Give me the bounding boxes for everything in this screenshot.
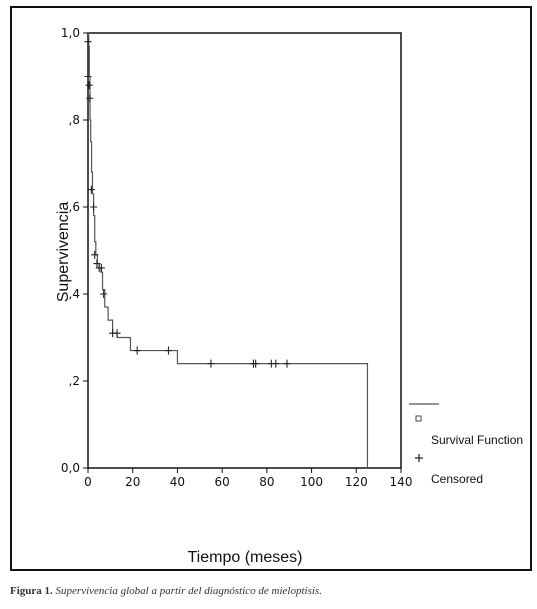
y-tick-label: ,6 — [69, 200, 80, 214]
plot-area — [87, 32, 402, 469]
y-tick-label: 1,0 — [61, 26, 80, 40]
x-tick-label: 140 — [390, 475, 413, 489]
y-axis-title: Supervivencia — [55, 202, 72, 303]
censored-marker — [86, 94, 94, 103]
legend-label-censored: Censored — [431, 472, 483, 486]
survival-curve — [88, 32, 369, 468]
y-tick-label: 0,0 — [61, 461, 80, 475]
censored-marker — [113, 329, 121, 338]
censored-marker — [252, 359, 260, 368]
chart-root: 0 20 40 60 80 100 120 140 0,0 ,2 ,4 ,6 ,8 1,0 Tiempo (… — [55, 26, 523, 566]
x-tick-label: 120 — [345, 475, 368, 489]
censored-marker — [283, 359, 291, 368]
legend-square-icon — [415, 415, 422, 422]
x-tick-label: 20 — [125, 475, 140, 489]
x-tick-label: 40 — [170, 475, 185, 489]
censored-marker — [87, 185, 95, 194]
censored-marker — [100, 290, 108, 298]
x-tick-label: 80 — [259, 475, 274, 489]
censored-marker — [207, 359, 215, 368]
x-tick-label: 0 — [84, 475, 92, 489]
legend-plus-icon — [415, 454, 423, 462]
censored-marker — [272, 359, 280, 368]
censored-marker — [84, 72, 92, 81]
y-tick-label: ,8 — [69, 113, 80, 127]
survival-chart: 0 20 40 60 80 100 120 140 0,0 ,2 ,4 ,6 ,8 1,0 Tiempo (… — [55, 26, 523, 566]
figure-caption: Figura 1. Supervivencia global a partir … — [10, 585, 532, 597]
caption-text: Supervivencia global a partir del diagnó… — [55, 585, 322, 597]
x-tick-label: 100 — [300, 475, 323, 489]
x-tick-label: 60 — [215, 475, 230, 489]
caption-label: Figura 1. — [10, 585, 53, 597]
legend-label-survival: Survival Function — [431, 433, 523, 447]
censored-marker — [164, 346, 172, 355]
y-tick-label: ,4 — [69, 287, 80, 301]
censored-marker — [84, 37, 92, 46]
x-axis-title: Tiempo (meses) — [188, 549, 303, 566]
censored-marker — [97, 263, 105, 272]
y-tick-label: ,2 — [69, 374, 80, 388]
censored-marker — [93, 259, 101, 268]
legend: Survival Function Censored — [409, 403, 523, 486]
censored-marker — [91, 250, 99, 259]
censored-marker — [85, 81, 93, 90]
censored-marker — [133, 346, 141, 355]
censored-marker — [90, 203, 98, 211]
figure-frame — [10, 6, 532, 571]
